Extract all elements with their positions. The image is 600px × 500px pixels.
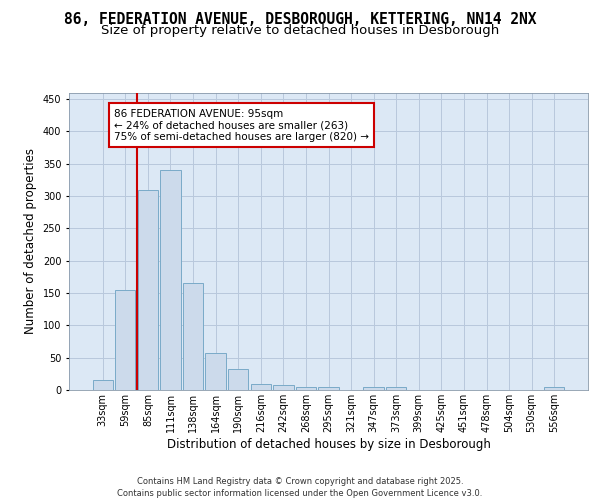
Bar bbox=[319, 388, 338, 390]
Bar bbox=[364, 387, 384, 390]
Text: Size of property relative to detached houses in Desborough: Size of property relative to detached ho… bbox=[101, 24, 499, 37]
Bar bbox=[115, 290, 136, 390]
Bar bbox=[273, 385, 293, 390]
Bar bbox=[205, 353, 226, 390]
Bar bbox=[183, 284, 203, 390]
Bar bbox=[544, 388, 565, 390]
Y-axis label: Number of detached properties: Number of detached properties bbox=[24, 148, 37, 334]
Bar bbox=[228, 368, 248, 390]
Text: 86 FEDERATION AVENUE: 95sqm
← 24% of detached houses are smaller (263)
75% of se: 86 FEDERATION AVENUE: 95sqm ← 24% of det… bbox=[114, 108, 369, 142]
Bar bbox=[160, 170, 181, 390]
Bar bbox=[251, 384, 271, 390]
X-axis label: Distribution of detached houses by size in Desborough: Distribution of detached houses by size … bbox=[167, 438, 490, 450]
Bar bbox=[92, 380, 113, 390]
Bar bbox=[386, 387, 406, 390]
Bar bbox=[138, 190, 158, 390]
Text: 86, FEDERATION AVENUE, DESBOROUGH, KETTERING, NN14 2NX: 86, FEDERATION AVENUE, DESBOROUGH, KETTE… bbox=[64, 12, 536, 28]
Bar bbox=[296, 387, 316, 390]
Text: Contains HM Land Registry data © Crown copyright and database right 2025.
Contai: Contains HM Land Registry data © Crown c… bbox=[118, 476, 482, 498]
